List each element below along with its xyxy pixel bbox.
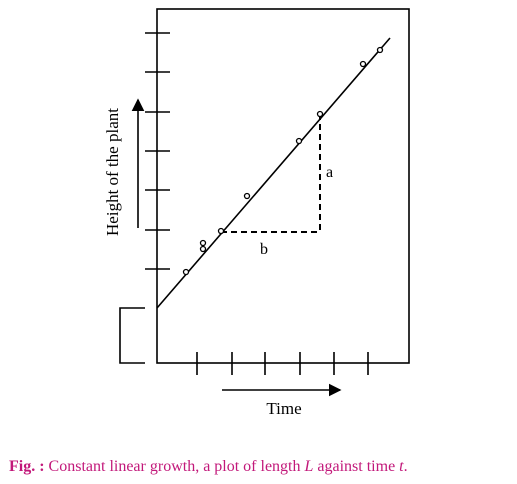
caption-var: t bbox=[399, 458, 404, 475]
caption-label: Fig. : bbox=[9, 458, 45, 475]
caption-text: against time bbox=[313, 458, 400, 475]
points bbox=[182, 46, 384, 276]
frame bbox=[119, 8, 410, 397]
x-axis-label: Time bbox=[266, 399, 301, 418]
y-axis-label: Height of the plant bbox=[103, 108, 122, 236]
caption-text: Constant linear growth, a plot of length bbox=[48, 458, 305, 475]
label-a: a bbox=[326, 164, 333, 181]
caption: Fig. : Constant linear growth, a plot of… bbox=[9, 458, 408, 476]
caption-text: . bbox=[403, 458, 408, 475]
diagram: a b Height of the plant Time bbox=[103, 8, 410, 418]
caption-var: L bbox=[304, 458, 314, 475]
label-b: b bbox=[260, 241, 268, 258]
